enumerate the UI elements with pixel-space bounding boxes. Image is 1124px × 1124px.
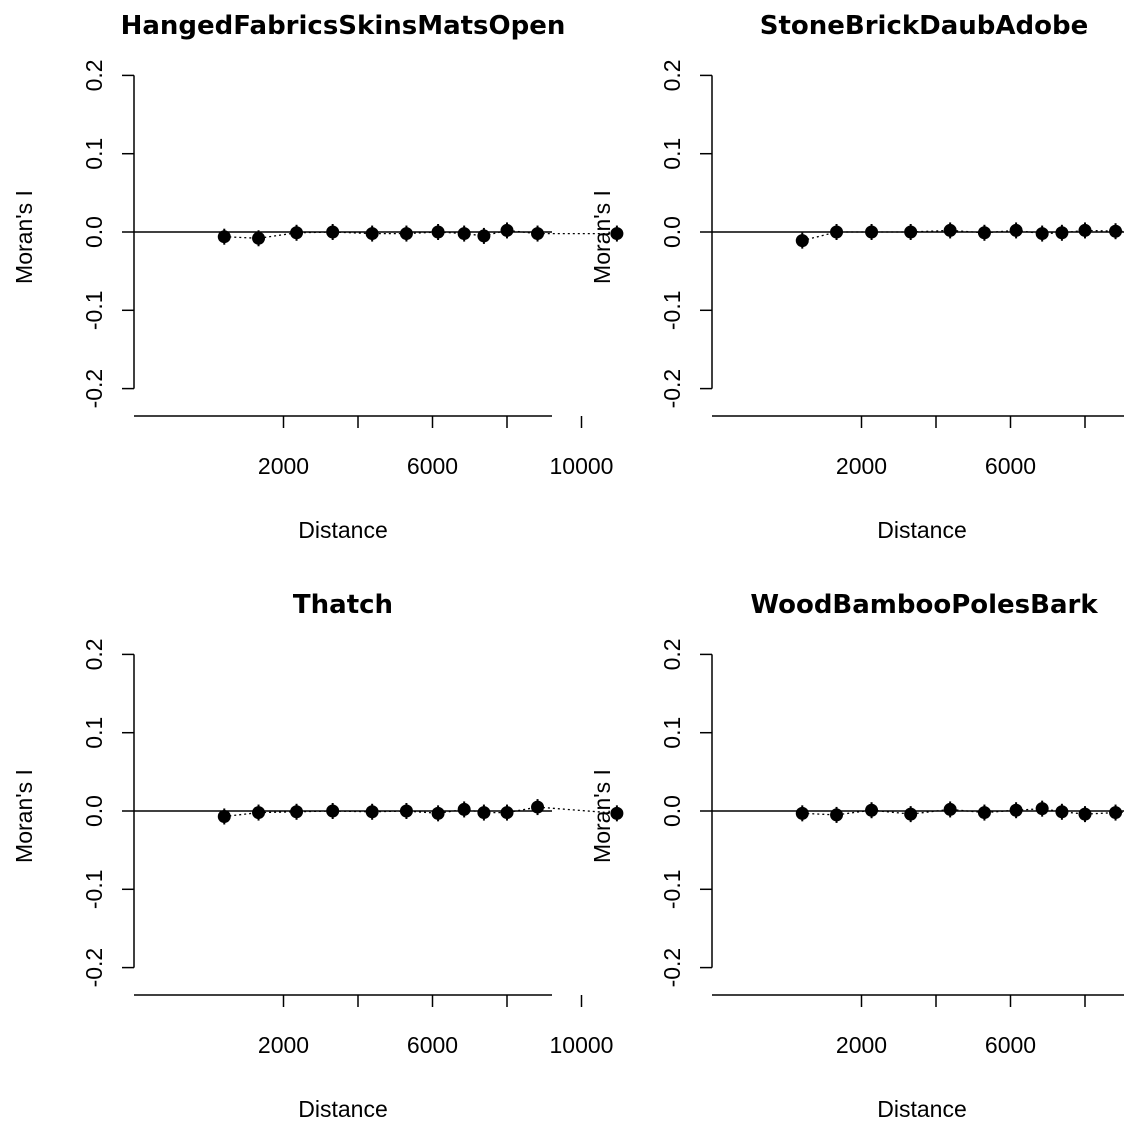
- x-tick-label: 2000: [836, 453, 887, 479]
- y-axis-label: Moran's I: [11, 190, 37, 284]
- data-point: [1035, 802, 1049, 816]
- data-point: [904, 225, 918, 239]
- data-point: [1009, 223, 1023, 237]
- x-tick-label: 6000: [407, 453, 458, 479]
- data-point: [252, 231, 266, 245]
- x-axis-label: Distance: [877, 517, 966, 543]
- data-point: [865, 225, 879, 239]
- data-point: [865, 803, 879, 817]
- panel-title: WoodBambooPolesBark: [750, 590, 1098, 620]
- y-tick-label: -0.2: [81, 948, 107, 988]
- x-axis-label: Distance: [298, 517, 387, 543]
- y-tick-label: 0.0: [81, 216, 107, 248]
- data-point: [457, 227, 471, 241]
- data-point: [290, 226, 304, 240]
- data-point: [457, 802, 471, 816]
- x-tick-label: 6000: [985, 453, 1036, 479]
- x-tick-label: 2000: [258, 1032, 309, 1058]
- y-tick-label: 0.2: [659, 59, 685, 91]
- x-tick-label: 2000: [836, 1032, 887, 1058]
- y-tick-label: -0.1: [659, 869, 685, 909]
- data-point: [1109, 806, 1123, 820]
- data-point: [795, 234, 809, 248]
- data-point: [399, 804, 413, 818]
- panel-title: StoneBrickDaubAdobe: [760, 11, 1089, 41]
- x-axis-label: Distance: [298, 1096, 387, 1122]
- data-point: [431, 806, 445, 820]
- series-line: [802, 808, 1124, 816]
- data-point: [830, 808, 844, 822]
- y-axis-label: Moran's I: [589, 769, 615, 863]
- data-point: [1078, 807, 1092, 821]
- data-point: [904, 807, 918, 821]
- y-tick-label: 0.1: [81, 138, 107, 170]
- data-point: [977, 806, 991, 820]
- y-tick-label: -0.1: [659, 290, 685, 330]
- data-point: [217, 230, 231, 244]
- data-point: [1078, 223, 1092, 237]
- y-tick-label: -0.1: [81, 869, 107, 909]
- data-point: [977, 226, 991, 240]
- data-point: [326, 225, 340, 239]
- data-point: [217, 809, 231, 823]
- y-tick-label: 0.1: [659, 138, 685, 170]
- x-tick-label: 6000: [985, 1032, 1036, 1058]
- x-tick-label: 2000: [258, 453, 309, 479]
- y-axis-label: Moran's I: [589, 190, 615, 284]
- data-point: [610, 227, 624, 241]
- y-tick-label: -0.2: [81, 369, 107, 409]
- y-tick-label: -0.2: [659, 948, 685, 988]
- x-tick-label: 6000: [407, 1032, 458, 1058]
- y-tick-label: 0.0: [659, 216, 685, 248]
- y-axis-label: Moran's I: [11, 769, 37, 863]
- x-tick-label: 10000: [550, 1032, 614, 1058]
- y-tick-label: 0.1: [81, 717, 107, 749]
- data-point: [1009, 803, 1023, 817]
- data-point: [943, 223, 957, 237]
- data-point: [531, 800, 545, 814]
- data-point: [1055, 805, 1069, 819]
- data-point: [531, 227, 545, 241]
- y-tick-label: 0.0: [81, 795, 107, 827]
- data-point: [1109, 224, 1123, 238]
- data-point: [399, 227, 413, 241]
- panel-3: Thatch -0.2 -0.1 0.0 0.1 0.2 2000 6000 10000 Dist…: [11, 590, 624, 1122]
- data-point: [500, 806, 514, 820]
- y-tick-label: 0.2: [81, 638, 107, 670]
- data-point: [477, 229, 491, 243]
- data-point: [431, 225, 445, 239]
- data-point: [365, 805, 379, 819]
- data-point: [500, 223, 514, 237]
- data-point: [477, 806, 491, 820]
- x-tick-label: 10000: [550, 453, 614, 479]
- data-point: [365, 227, 379, 241]
- panel-title: Thatch: [293, 590, 393, 620]
- y-tick-label: 0.1: [659, 717, 685, 749]
- panel-4: WoodBambooPolesBark -0.2 -0.1 0.0 0.1 0.2 2000…: [589, 590, 1124, 1122]
- y-tick-label: -0.2: [659, 369, 685, 409]
- panel-2: StoneBrickDaubAdobe -0.2 -0.1 0.0 0.1 0.2 2000…: [589, 11, 1124, 543]
- data-point: [1035, 227, 1049, 241]
- data-point: [610, 806, 624, 820]
- data-point: [326, 804, 340, 818]
- x-axis-label: Distance: [877, 1096, 966, 1122]
- y-tick-label: 0.0: [659, 795, 685, 827]
- y-tick-label: -0.1: [81, 290, 107, 330]
- panel-1: HangedFabricsSkinsMatsOpen -0.2 -0.1 0.0 0.1…: [11, 11, 624, 543]
- data-point: [290, 805, 304, 819]
- data-point: [795, 806, 809, 820]
- panel-title: HangedFabricsSkinsMatsOpen: [121, 11, 566, 41]
- data-point: [943, 802, 957, 816]
- y-tick-label: 0.2: [81, 59, 107, 91]
- y-tick-label: 0.2: [659, 638, 685, 670]
- data-point: [830, 225, 844, 239]
- data-point: [1055, 226, 1069, 240]
- data-point: [252, 806, 266, 820]
